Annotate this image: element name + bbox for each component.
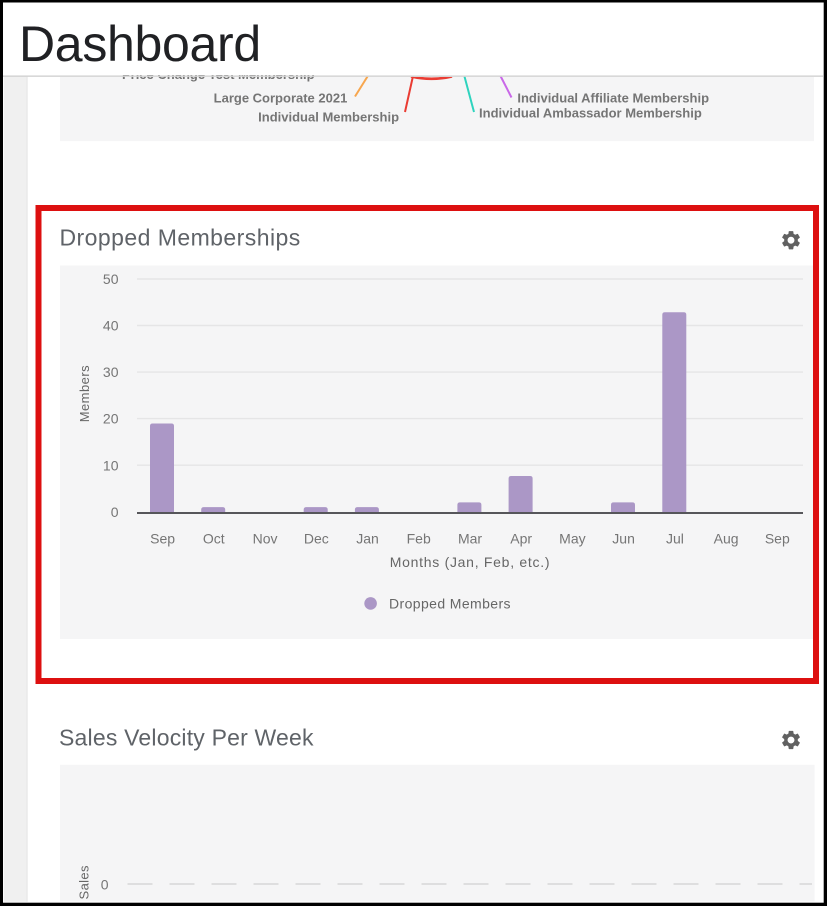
svg-text:Individual Membership: Individual Membership	[258, 110, 399, 125]
svg-text:Oct: Oct	[203, 530, 225, 546]
svg-text:Dashboard: Dashboard	[19, 16, 261, 72]
svg-text:Dec: Dec	[304, 530, 329, 546]
svg-text:Individual Affiliate Membershi: Individual Affiliate Membership	[517, 90, 709, 105]
svg-text:Individual Ambassador Membersh: Individual Ambassador Membership	[479, 106, 702, 121]
svg-text:Sales: Sales	[77, 865, 92, 899]
svg-text:Jan: Jan	[356, 530, 379, 546]
svg-text:0: 0	[111, 504, 119, 520]
svg-text:10: 10	[103, 457, 119, 473]
svg-text:30: 30	[103, 364, 119, 380]
svg-text:0: 0	[101, 877, 109, 893]
svg-text:Large Corporate 2021: Large Corporate 2021	[214, 91, 348, 106]
svg-text:Dropped Memberships: Dropped Memberships	[60, 225, 301, 251]
svg-text:May: May	[559, 530, 585, 546]
svg-text:Mar: Mar	[458, 530, 482, 546]
svg-text:20: 20	[103, 411, 119, 427]
svg-text:Members: Members	[77, 365, 92, 422]
svg-text:Aug: Aug	[714, 530, 739, 546]
svg-text:Sep: Sep	[765, 530, 790, 546]
svg-text:50: 50	[103, 271, 119, 287]
svg-text:Apr: Apr	[510, 530, 532, 546]
svg-text:Jun: Jun	[612, 530, 635, 546]
svg-text:Sep: Sep	[150, 530, 175, 546]
svg-text:Sales Velocity Per Week: Sales Velocity Per Week	[59, 725, 314, 751]
svg-text:Jul: Jul	[666, 530, 684, 546]
svg-text:40: 40	[103, 318, 119, 334]
svg-text:Dropped Members: Dropped Members	[389, 596, 511, 612]
svg-text:Nov: Nov	[253, 530, 278, 546]
svg-text:Feb: Feb	[407, 530, 431, 546]
svg-text:Months (Jan, Feb, etc.): Months (Jan, Feb, etc.)	[390, 554, 551, 570]
